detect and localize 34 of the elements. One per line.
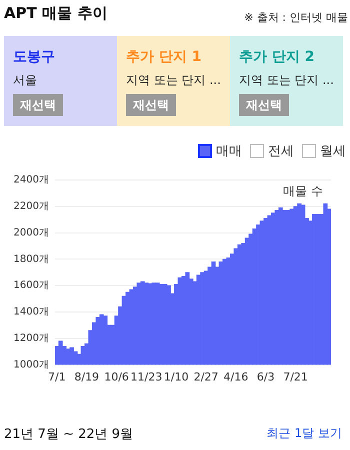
y-tick-label: 1600개 <box>14 280 49 292</box>
text: 재선택 <box>126 94 176 116</box>
x-tick-label: 10/6 <box>104 370 129 384</box>
y-tick-label: 2400개 <box>14 174 49 186</box>
text: 재선택 <box>13 94 63 116</box>
y-tick-label: 2200개 <box>14 200 49 212</box>
y-axis-title: 매물 수 <box>283 184 323 198</box>
text: 추가 단지 2 <box>239 48 314 66</box>
text: 도봉구 <box>13 48 55 66</box>
legend-label: 매매 <box>216 144 242 159</box>
x-tick-label: 2/27 <box>194 370 218 384</box>
text: 서울 <box>13 72 37 89</box>
chart-title: APT 매물 추이 <box>4 4 108 23</box>
x-tick-label: 7/21 <box>283 370 308 384</box>
x-tick-label: 4/16 <box>224 370 248 384</box>
text: 최근 1달 보기 <box>266 425 342 442</box>
x-tick-label: 8/19 <box>74 370 100 384</box>
x-tick-label: 7/1 <box>48 370 66 384</box>
y-tick-label: 1400개 <box>14 306 49 318</box>
y-tick-label: 1000개 <box>14 359 49 370</box>
text: 지역 또는 단지 ... <box>126 72 221 89</box>
text: 월세 <box>320 144 346 159</box>
x-tick-label: 6/3 <box>256 370 275 384</box>
text: 재선택 <box>239 94 289 116</box>
text: 지역 또는 단지 ... <box>239 72 334 89</box>
text: 21년 7월 ~ 22년 9월 <box>4 426 134 443</box>
text: ※ 출처 : 인터넷 매물 <box>244 10 348 25</box>
y-tick-label: 1800개 <box>14 254 49 265</box>
x-tick-label: 11/23 <box>130 370 162 384</box>
x-tick-label: 1/10 <box>164 370 189 384</box>
y-tick-label: 2000개 <box>14 227 49 238</box>
text: 전세 <box>268 144 294 159</box>
text: 추가 단지 1 <box>126 48 202 66</box>
y-tick-label: 1200개 <box>14 332 49 344</box>
